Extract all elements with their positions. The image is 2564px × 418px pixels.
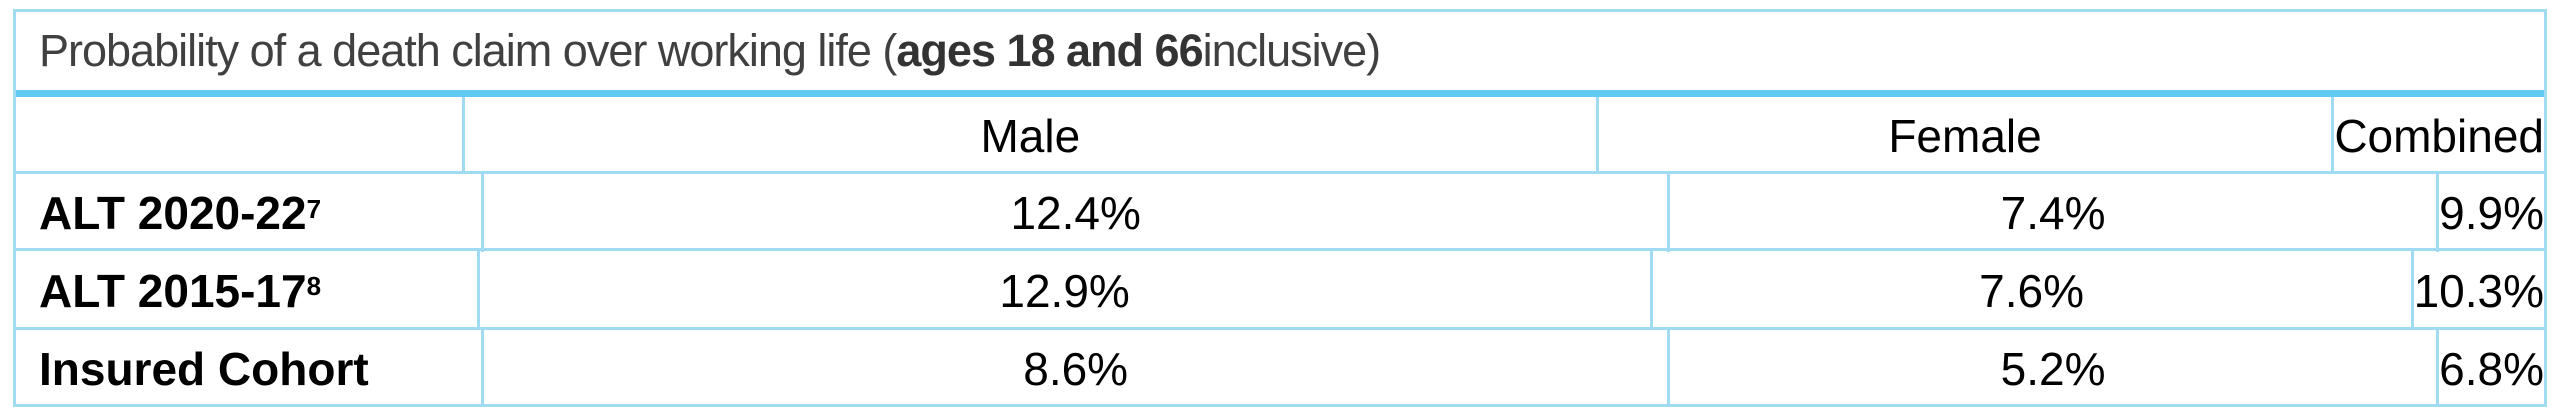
female-value: 5.2%: [1666, 330, 2436, 407]
male-value: 8.6%: [481, 330, 1667, 407]
row-label-text: ALT 2020-22: [39, 187, 307, 239]
table-row: ALT 2015-17 8 12.9% 7.6% 10.3%: [16, 248, 2544, 330]
death-claim-probability-table: Probability of a death claim over workin…: [13, 9, 2547, 407]
row-label: ALT 2020-22 7: [16, 174, 481, 252]
footnote-ref: 7: [306, 193, 322, 224]
row-label: Insured Cohort: [16, 330, 481, 407]
female-value: 7.6%: [1649, 251, 2411, 330]
combined-value: 6.8%: [2436, 330, 2544, 407]
header-combined: Combined: [2331, 97, 2544, 174]
table-row: ALT 2020-22 7 12.4% 7.4% 9.9%: [16, 171, 2544, 252]
title-bold: ages 18 and 66: [896, 25, 1203, 76]
row-label: ALT 2015-17 8: [16, 251, 477, 330]
row-label-text: Insured Cohort: [39, 342, 369, 395]
title-prefix: Probability of a death claim over workin…: [39, 25, 897, 76]
header-male: Male: [461, 97, 1596, 174]
header-empty: [16, 97, 462, 174]
table-title: Probability of a death claim over workin…: [16, 12, 2544, 90]
header-female: Female: [1595, 97, 2332, 174]
footnote-ref: 8: [306, 271, 322, 301]
male-value: 12.4%: [481, 174, 1667, 252]
combined-value: 10.3%: [2410, 251, 2544, 330]
female-value: 7.4%: [1666, 174, 2436, 252]
row-label-text: ALT 2015-17: [39, 264, 307, 317]
title-divider: [16, 90, 2544, 97]
title-suffix: inclusive): [1202, 25, 1382, 76]
table-row: Insured Cohort 8.6% 5.2% 6.8%: [16, 327, 2544, 407]
male-value: 12.9%: [476, 251, 1650, 330]
combined-value: 9.9%: [2436, 174, 2544, 252]
header-row: Male Female Combined: [16, 97, 2544, 174]
